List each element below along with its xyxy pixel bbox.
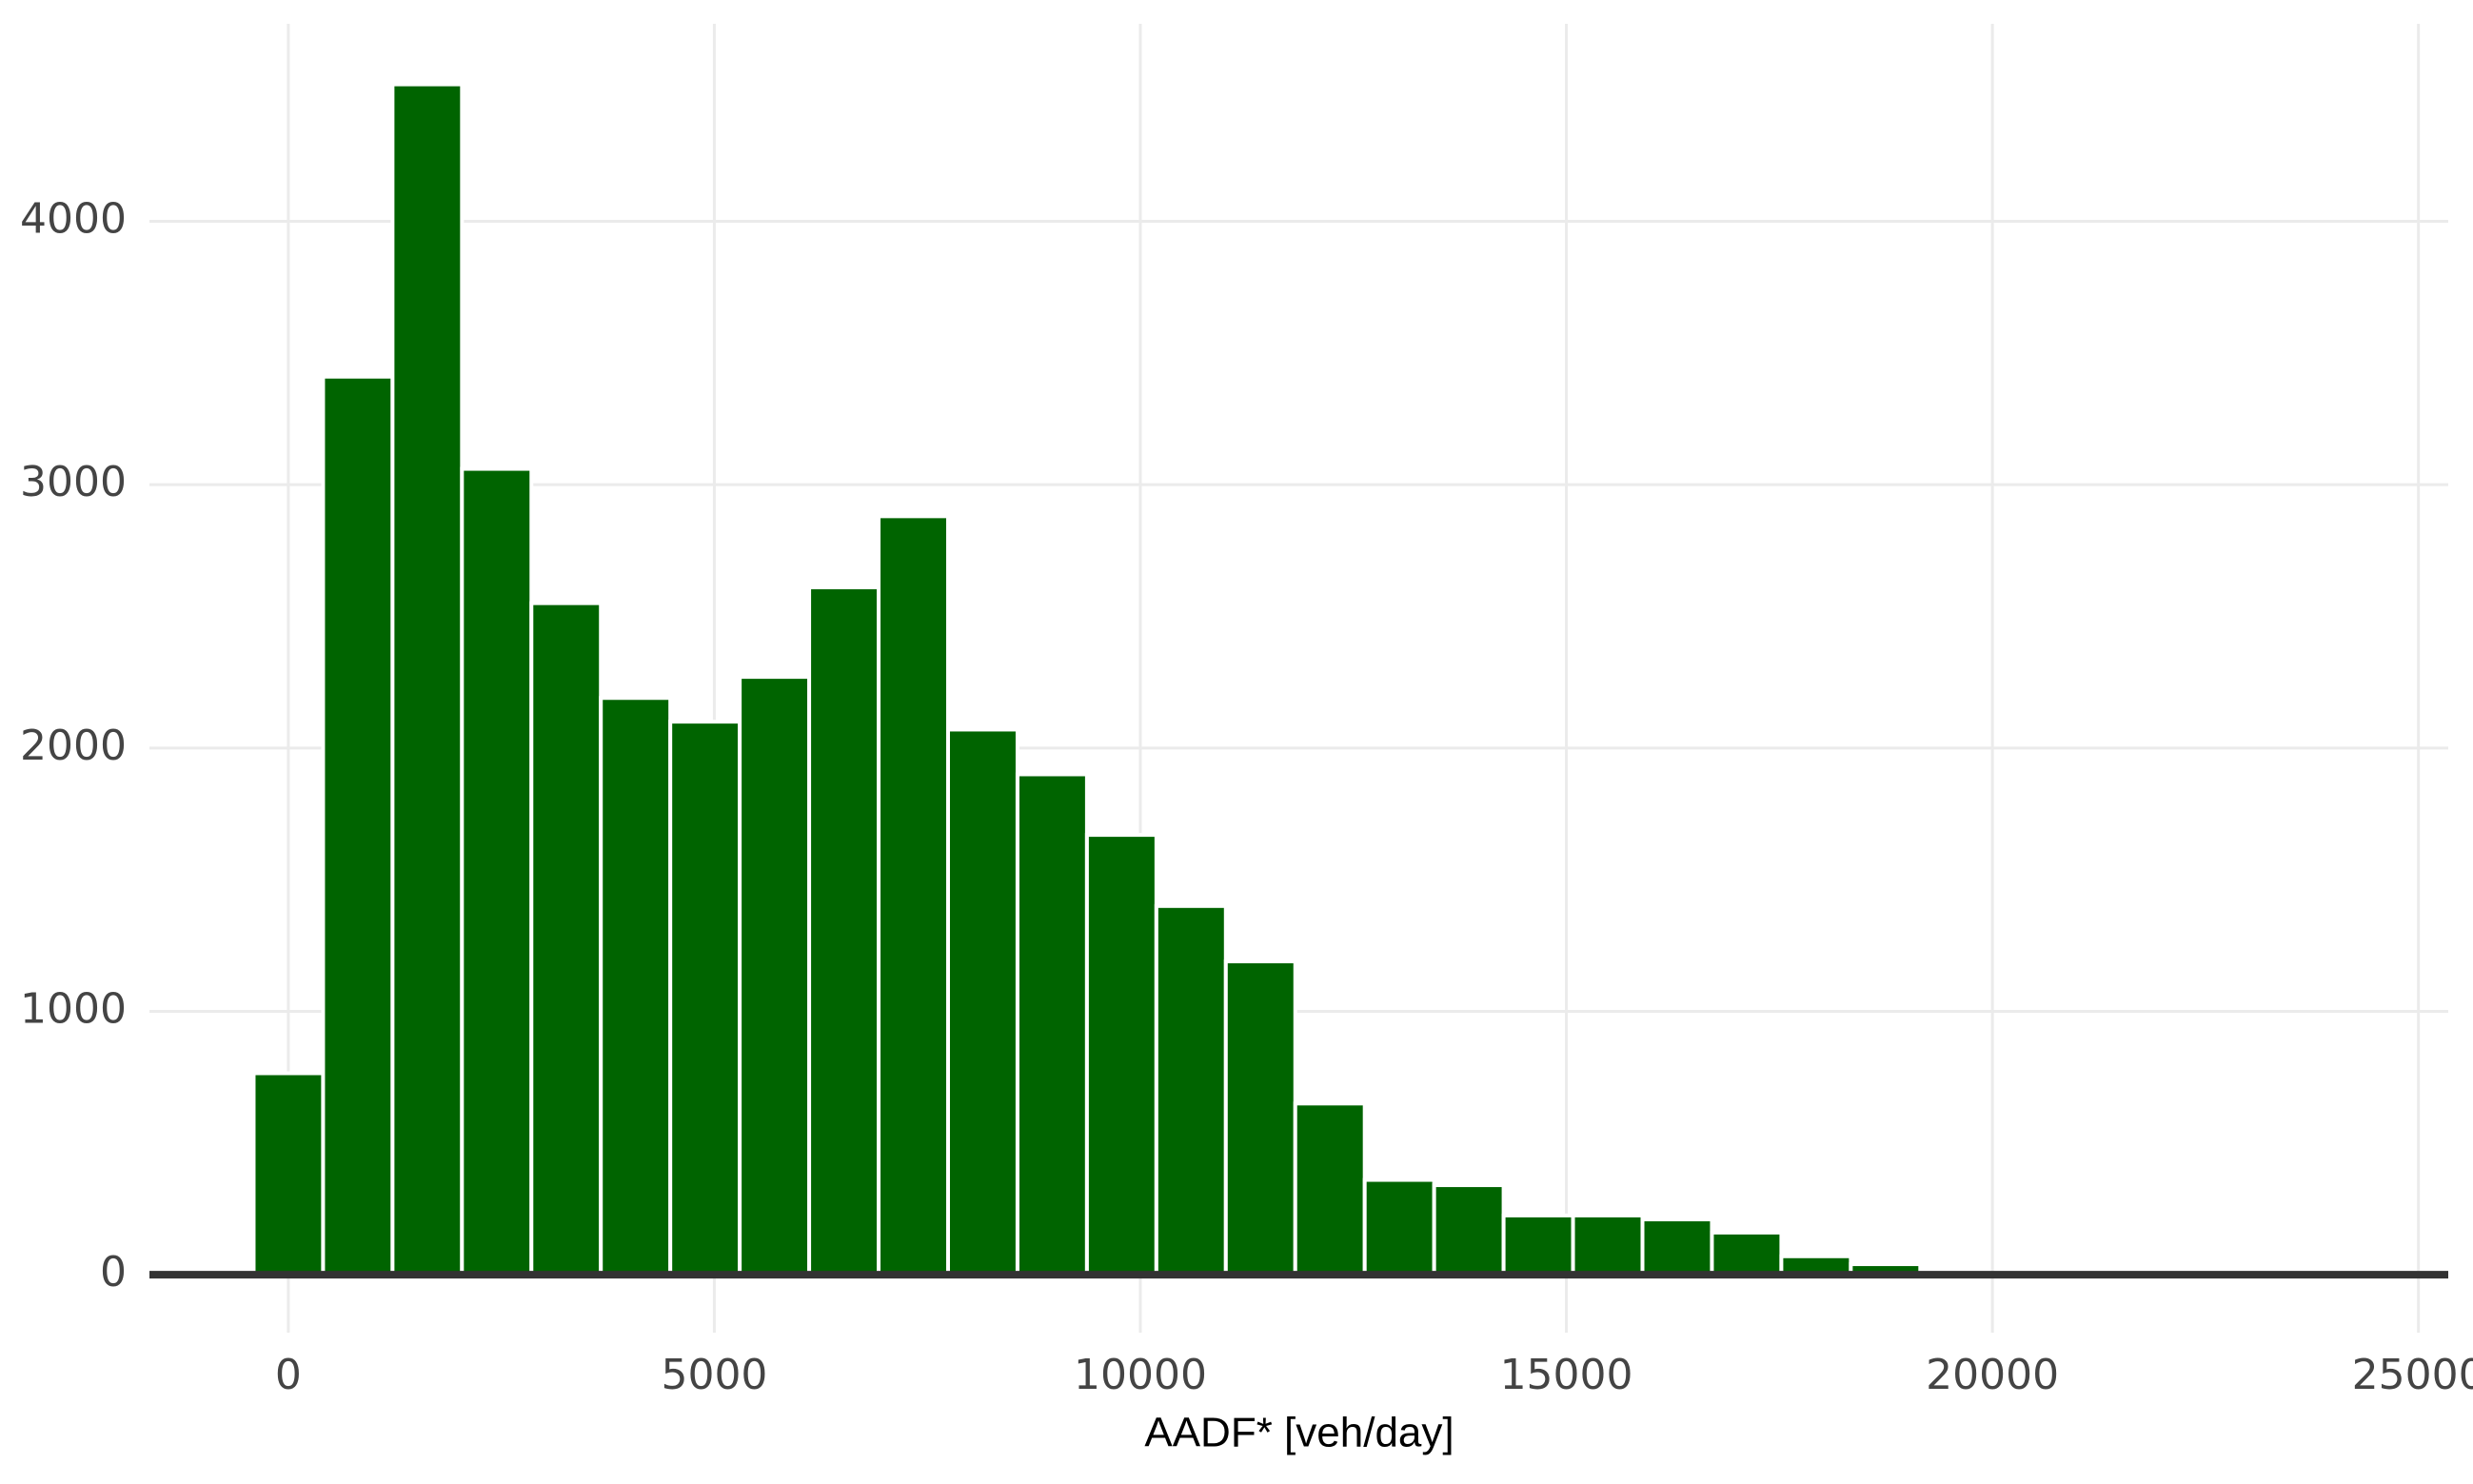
y-tick-label: 1000 xyxy=(20,984,127,1033)
bar xyxy=(945,727,1019,1277)
bar xyxy=(1293,1101,1367,1277)
bar xyxy=(1432,1183,1506,1277)
x-tick-label: 25000 xyxy=(2352,1351,2473,1399)
bar xyxy=(321,374,395,1277)
y-tick-label: 4000 xyxy=(20,194,127,243)
bar xyxy=(1015,772,1089,1277)
x-tick-label: 10000 xyxy=(1074,1351,1207,1399)
bar xyxy=(529,601,603,1277)
bar xyxy=(1571,1213,1645,1277)
bar xyxy=(251,1071,326,1277)
x-tick-label: 15000 xyxy=(1500,1351,1633,1399)
bar xyxy=(460,466,534,1277)
bar xyxy=(1710,1230,1784,1277)
bar xyxy=(1223,959,1297,1277)
y-tick-label: 0 xyxy=(100,1248,127,1296)
bar xyxy=(1501,1213,1575,1277)
bar xyxy=(807,585,881,1277)
x-tick-label: 20000 xyxy=(1926,1351,2059,1399)
bar xyxy=(877,514,950,1277)
bar xyxy=(599,696,673,1277)
bar xyxy=(390,82,465,1277)
x-tick-label: 0 xyxy=(275,1351,302,1399)
bar xyxy=(1154,903,1228,1277)
y-tick-label: 2000 xyxy=(20,722,127,770)
x-tick-label: 5000 xyxy=(661,1351,767,1399)
bar xyxy=(1084,833,1158,1277)
bar xyxy=(738,675,812,1277)
bar xyxy=(1640,1217,1714,1277)
bar xyxy=(1362,1177,1436,1277)
x-axis-title: AADF* [veh/day] xyxy=(1144,1410,1454,1456)
y-tick-label: 3000 xyxy=(20,458,127,506)
bar xyxy=(668,720,742,1277)
